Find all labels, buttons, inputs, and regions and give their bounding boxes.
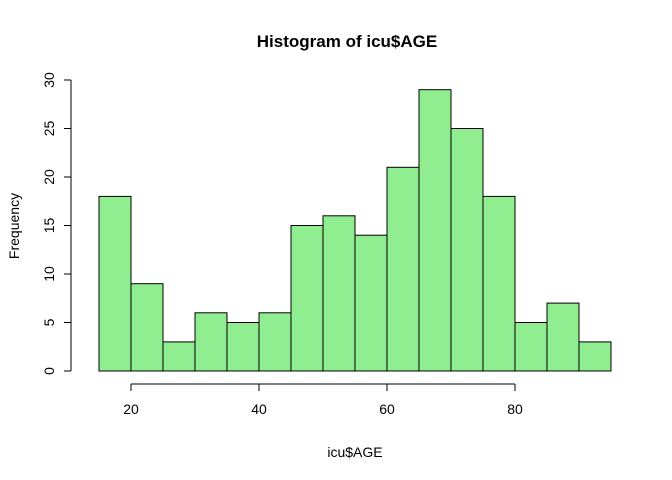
x-tick-label: 20: [123, 401, 139, 417]
x-tick-label: 40: [251, 401, 267, 417]
y-tick-label: 10: [41, 266, 57, 282]
histogram-bar: [322, 215, 356, 372]
x-tick-label: 60: [379, 401, 395, 417]
histogram-bar: [418, 89, 452, 372]
histogram-bar: [226, 322, 260, 372]
y-axis: 0 5 10 15 20 25 30: [41, 72, 72, 375]
histogram-bar: [290, 225, 324, 372]
chart-title: Histogram of icu$AGE: [257, 32, 437, 51]
x-axis: 20 40 60 80: [123, 383, 523, 417]
histogram-bar: [514, 322, 548, 372]
histogram-bar: [194, 312, 228, 372]
histogram-bar: [258, 312, 292, 372]
y-tick-label: 0: [41, 367, 57, 375]
y-axis-label: Frequency: [6, 193, 22, 259]
histogram-bar: [354, 234, 388, 372]
histogram-bar: [130, 283, 164, 372]
y-tick-label: 30: [41, 72, 57, 88]
y-tick-label: 25: [41, 121, 57, 137]
histogram-bar: [386, 166, 420, 372]
y-tick-label: 5: [41, 318, 57, 326]
histogram-bar: [546, 302, 580, 372]
histogram-bar: [162, 341, 196, 372]
bars-layer: [98, 89, 612, 372]
histogram-bar: [482, 195, 516, 372]
x-tick-label: 80: [507, 401, 523, 417]
y-tick-label: 15: [41, 218, 57, 234]
x-axis-label: icu$AGE: [327, 444, 382, 460]
y-tick-label: 20: [41, 169, 57, 185]
histogram-bar: [98, 195, 132, 372]
histogram-bar: [578, 341, 612, 372]
histogram-bar: [450, 128, 484, 372]
